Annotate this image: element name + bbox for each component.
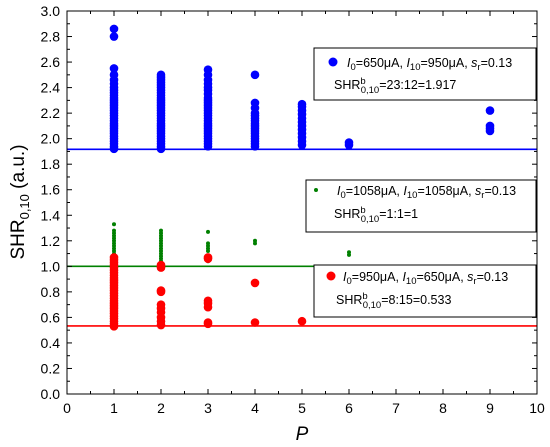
data-point: [156, 70, 166, 80]
data-point: [206, 229, 210, 234]
x-tick-label: 5: [298, 400, 306, 416]
legend-marker-blue: [328, 57, 338, 67]
legend-line1-green: I0=1058μA, I10=1058μA, sr=0.13: [337, 184, 516, 201]
legend-line2-red: SHRb 0,10=8:15=0.533: [336, 291, 451, 311]
y-tick-label: 1.0: [41, 258, 61, 274]
data-point: [156, 260, 166, 270]
x-tick-label: 1: [110, 400, 118, 416]
legend-box-red: I0=950μA, I10=650μA, sr=0.13 SHRb 0,10=8:…: [313, 264, 537, 318]
data-point: [109, 70, 119, 80]
y-tick-label: 2.2: [41, 105, 61, 121]
x-tick-label: 3: [204, 400, 212, 416]
data-point: [250, 98, 260, 108]
data-point: [297, 316, 307, 326]
data-point: [250, 70, 260, 80]
data-point: [112, 228, 116, 233]
y-tick-label: 0.4: [41, 335, 61, 351]
x-tick-label: 0: [63, 400, 71, 416]
data-point: [206, 241, 210, 246]
data-point: [344, 138, 354, 147]
data-point: [203, 65, 213, 75]
y-tick-label: 3.0: [41, 3, 61, 19]
y-axis-title: SHR0,10 (a.u.): [8, 144, 32, 259]
x-tick-label: 7: [392, 400, 400, 416]
data-point: [156, 300, 166, 309]
data-point: [253, 238, 257, 243]
x-tick-label: 2: [157, 400, 165, 416]
data-point: [112, 222, 116, 227]
data-point: [250, 318, 260, 327]
y-tick-label: 0.0: [41, 386, 61, 402]
legend-box-blue: I0=650μA, I10=950μA, sr=0.13 SHRb 0,10=23…: [313, 47, 537, 101]
data-point: [109, 253, 119, 262]
x-tick-label: 9: [486, 400, 494, 416]
data-point: [485, 121, 495, 131]
legend-line1-red: I0=950μA, I10=650μA, sr=0.13: [343, 270, 508, 287]
y-tick-label: 2.8: [41, 29, 61, 45]
y-tick-label: 1.8: [41, 156, 61, 172]
x-axis-title: P: [296, 424, 309, 445]
y-tick-label: 2.4: [41, 80, 61, 96]
data-point: [347, 250, 351, 255]
legend-marker-red: [326, 271, 336, 281]
data-point: [109, 64, 119, 73]
y-tick-label: 2.6: [41, 54, 61, 70]
data-point: [203, 296, 213, 306]
x-tick-label: 10: [529, 400, 545, 416]
legend-line1-blue: I0=650μA, I10=950μA, sr=0.13: [347, 56, 512, 73]
y-tick-label: 0.6: [41, 309, 61, 325]
legend-marker-green: [314, 188, 318, 192]
x-tick-label: 4: [251, 400, 259, 416]
legend-line2-green: SHRb 0,10=1:1=1: [334, 205, 418, 225]
y-tick-label: 2.0: [41, 131, 61, 147]
data-point: [156, 286, 166, 295]
data-point: [159, 228, 163, 233]
data-point: [203, 253, 213, 262]
y-tick-label: 1.6: [41, 182, 61, 198]
data-point: [203, 318, 213, 327]
y-tick-label: 0.2: [41, 360, 61, 376]
data-points: [109, 24, 495, 331]
legend-box-green: I0=1058μA, I10=1058μA, sr=0.13 SHRb 0,10=…: [305, 179, 537, 233]
data-point: [485, 106, 495, 115]
y-tick-label: 1.4: [41, 207, 61, 223]
data-point: [109, 24, 119, 34]
data-point: [297, 99, 307, 109]
data-point: [250, 278, 260, 288]
legend-line2-blue: SHRb 0,10=23:12=1.917: [334, 76, 456, 96]
x-tick-label: 6: [345, 400, 353, 416]
x-tick-label: 8: [439, 400, 447, 416]
data-point: [109, 32, 119, 41]
y-tick-label: 1.2: [41, 233, 61, 249]
y-tick-label: 0.8: [41, 284, 61, 300]
axis-ticks: 0 1 2 3 4 5 6 7 8 9 10 0.0 0.2 0.4 0.6 0.8 1.0 1.2 1.4 1.6 1…: [41, 3, 545, 416]
